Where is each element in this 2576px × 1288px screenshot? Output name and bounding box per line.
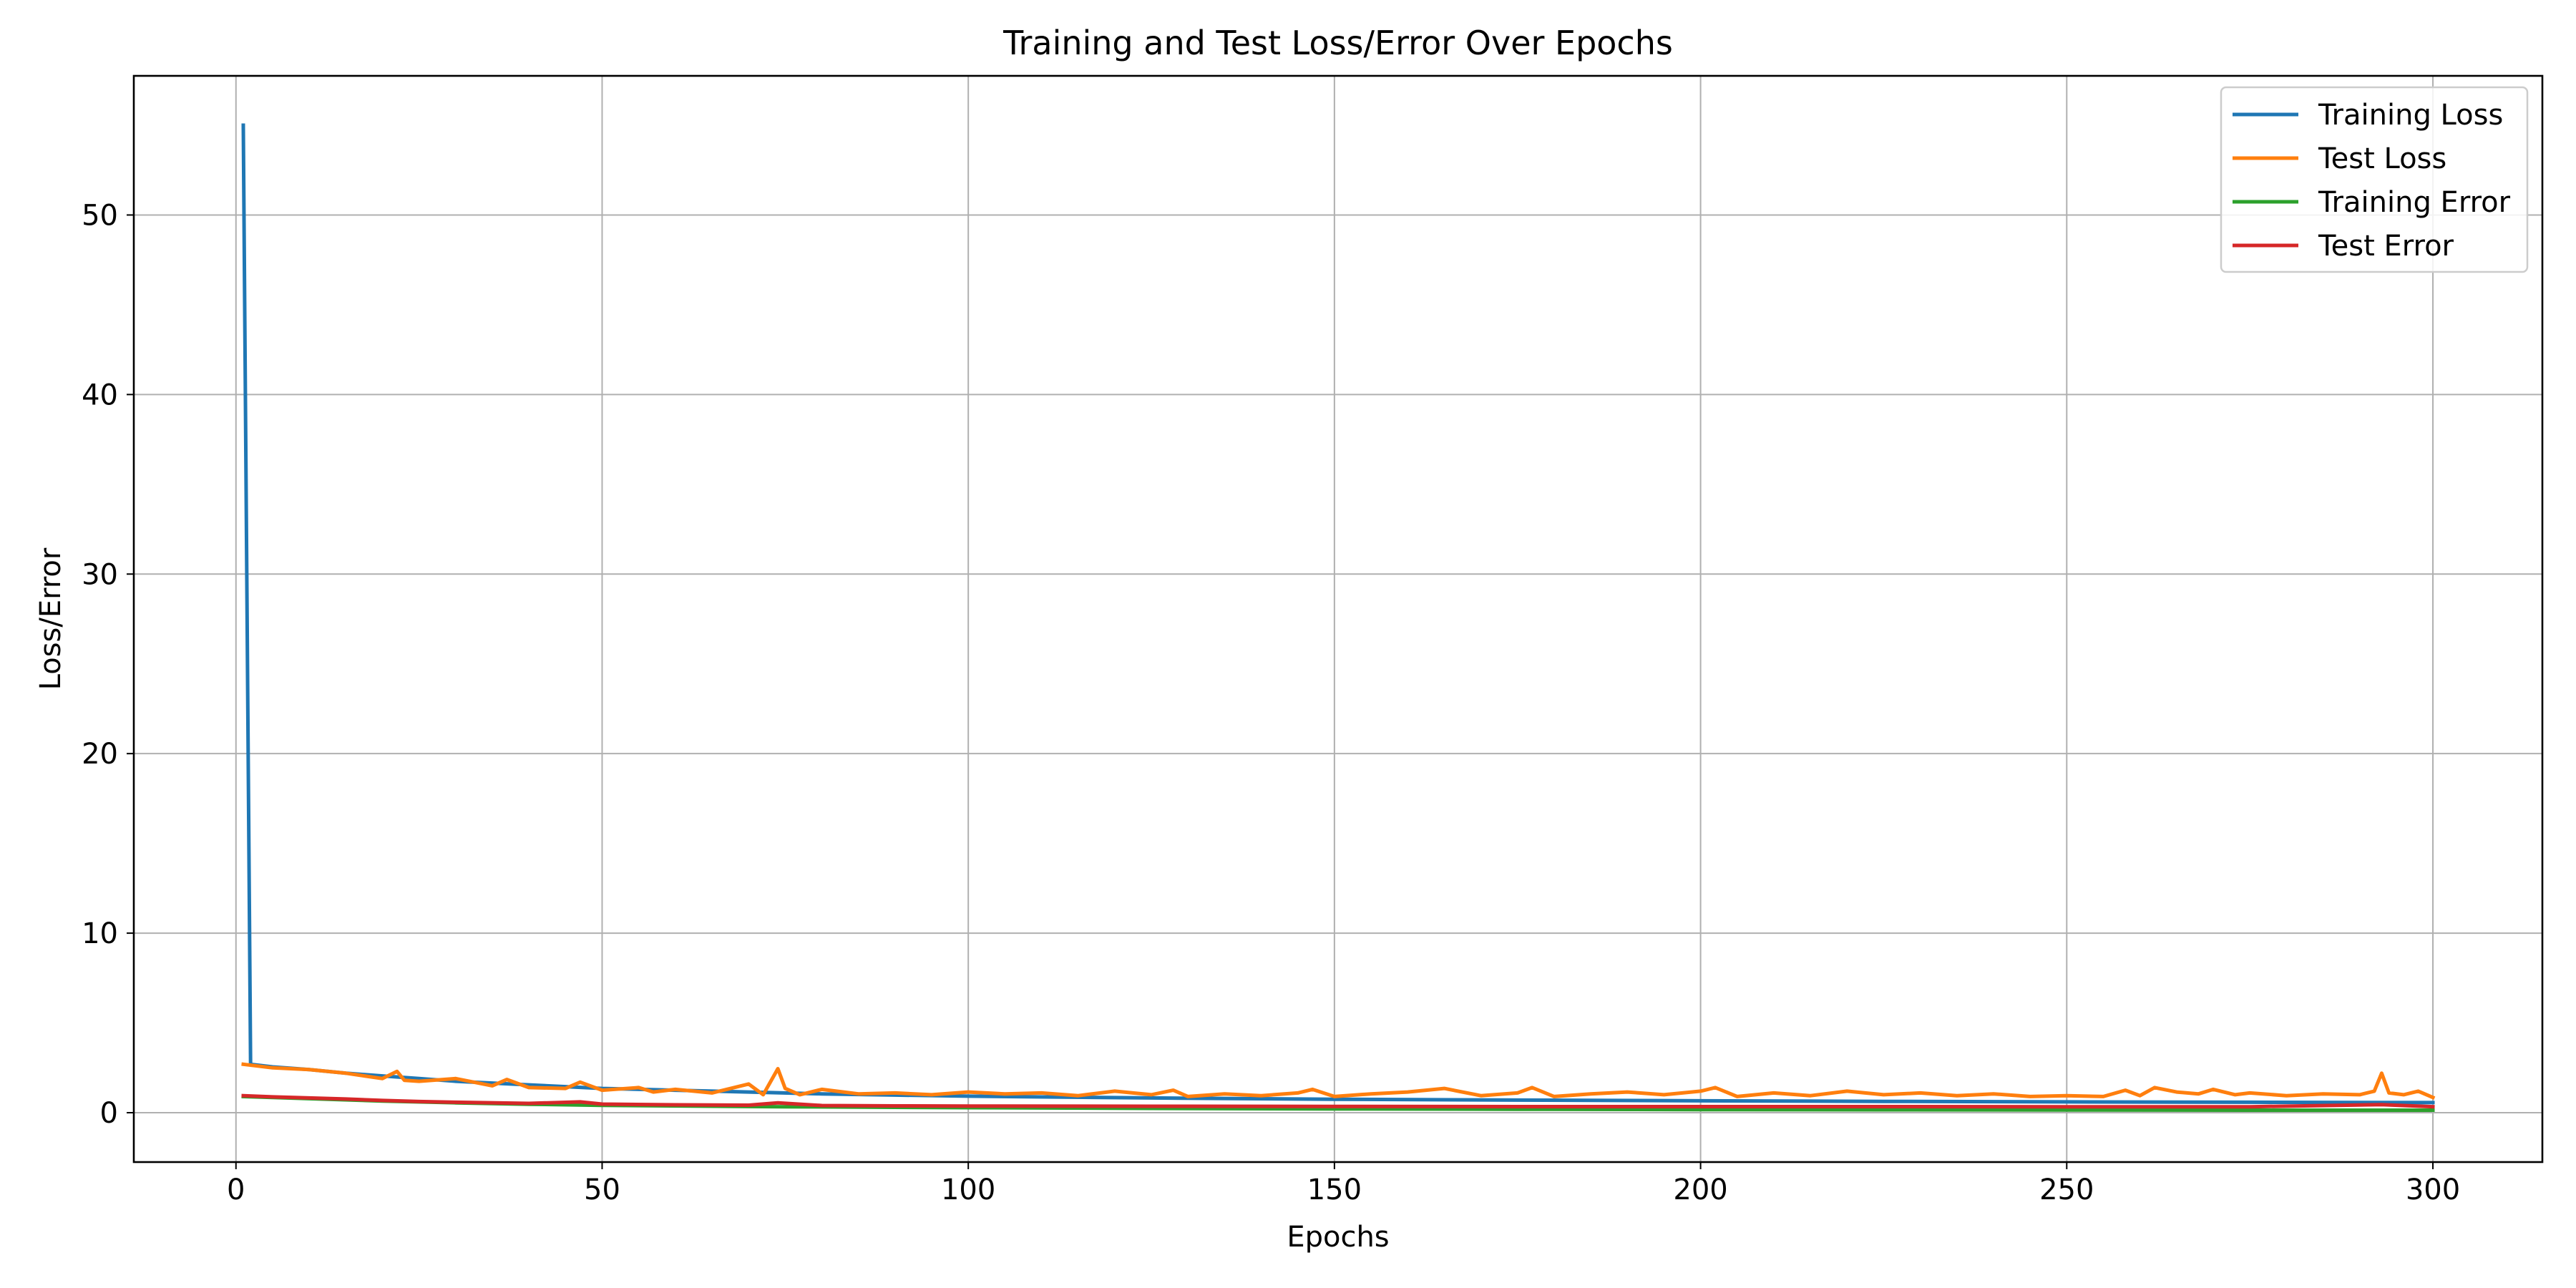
x-tick-label: 300: [2406, 1174, 2460, 1206]
y-axis-label: Loss/Error: [34, 547, 67, 690]
legend-label: Test Loss: [2318, 142, 2446, 175]
series-line-test-error: [241, 1093, 2435, 1109]
plot-area-frame: [132, 74, 2544, 1163]
legend: Training Loss Test Loss Training Error Test…: [2220, 86, 2529, 273]
y-tick-label: 40: [82, 379, 118, 411]
series-lines: [241, 123, 2436, 1112]
legend-label: Test Error: [2318, 230, 2454, 263]
y-tick-label: 30: [82, 558, 118, 591]
y-tick-label: 0: [100, 1097, 118, 1130]
gridlines: [134, 76, 2542, 1162]
x-tick-label: 0: [227, 1174, 245, 1206]
y-tick-label: 10: [82, 917, 118, 950]
x-tick-label: 250: [2039, 1174, 2094, 1206]
x-tick-label: 50: [584, 1174, 620, 1206]
legend-label: Training Error: [2318, 186, 2511, 219]
x-tick-label: 150: [1307, 1174, 1362, 1206]
x-tick-label: 100: [941, 1174, 995, 1206]
y-tick-label: 50: [82, 199, 118, 232]
series-line-test-loss: [241, 1062, 2436, 1100]
legend-box: [2220, 86, 2529, 273]
y-tick-label: 20: [82, 738, 118, 771]
chart-title: Training and Test Loss/Error Over Epochs: [1002, 24, 1673, 62]
x-tick-label: 200: [1673, 1174, 1727, 1206]
x-axis-label: Epochs: [1287, 1221, 1389, 1254]
axis-ticks: 0 50 100 150 200 250 300 0 10 20 30 40 50: [82, 199, 2460, 1206]
legend-label: Training Loss: [2318, 99, 2503, 132]
